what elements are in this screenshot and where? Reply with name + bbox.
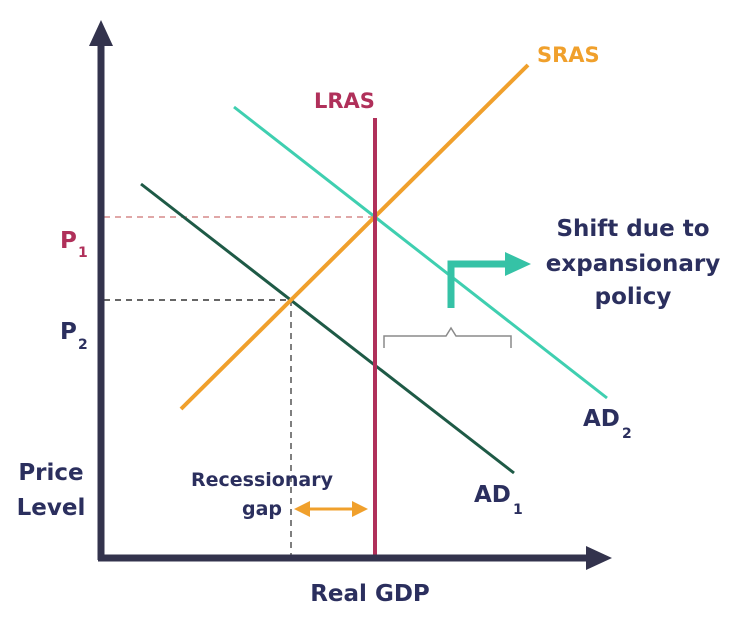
shift-arrowhead: [505, 252, 531, 276]
shift-arrow: [447, 260, 505, 308]
p1-subscript: 1: [78, 245, 88, 261]
p1-label: P: [60, 228, 77, 254]
recession-gap-arrowhead-left: [294, 501, 310, 517]
recession-gap-arrowhead-right: [352, 501, 368, 517]
x-axis-title: Real GDP: [310, 581, 430, 607]
shift-label-line2: expansionary: [546, 251, 720, 277]
sras-curve: [179, 63, 530, 411]
shift-brace: [383, 326, 512, 348]
ad2-subscript: 2: [622, 426, 632, 442]
level-label: Level: [17, 495, 86, 521]
x-axis-arrowhead: [586, 546, 612, 570]
sras-label: SRAS: [537, 43, 600, 67]
p2-subscript: 2: [78, 337, 88, 353]
recessionary-gap-label-line2: gap: [242, 498, 282, 520]
lras-label: LRAS: [314, 89, 375, 113]
ad2-curve: [233, 105, 608, 400]
ad1-subscript: 1: [513, 502, 523, 518]
shift-label-line1: Shift due to: [556, 216, 709, 242]
ad1-label: AD: [474, 482, 511, 508]
shift-label-line3: policy: [595, 284, 672, 310]
recessionary-gap-label-line1: Recessionary: [191, 469, 334, 491]
ad2-label: AD: [583, 406, 620, 432]
y-axis-arrowhead: [89, 20, 113, 46]
ad1-curve: [140, 182, 515, 475]
p2-label: P: [60, 319, 77, 345]
price-label: Price: [18, 460, 83, 486]
